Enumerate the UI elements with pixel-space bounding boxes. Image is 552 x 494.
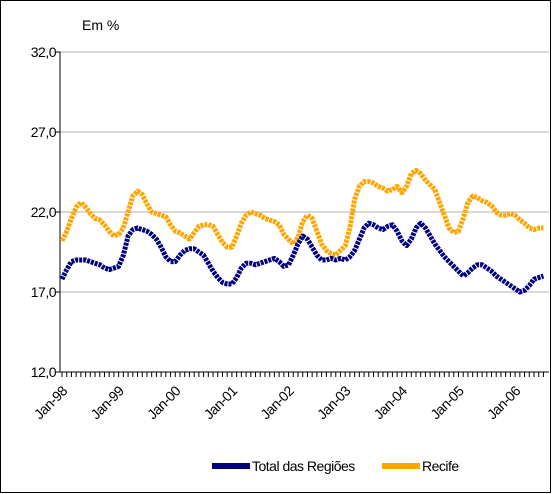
y-tick-label: 27,0: [31, 124, 57, 140]
y-tick-label: 12,0: [31, 364, 57, 380]
legend-label: Recife: [422, 458, 459, 474]
series-line: [59, 220, 545, 295]
y-tick-label: 32,0: [31, 44, 57, 60]
series-line: [59, 167, 544, 258]
legend-label: Total das Regiões: [252, 458, 355, 474]
annotation: Em %: [82, 17, 119, 33]
y-tick-label: 17,0: [31, 284, 57, 300]
y-tick-label: 22,0: [31, 204, 57, 220]
